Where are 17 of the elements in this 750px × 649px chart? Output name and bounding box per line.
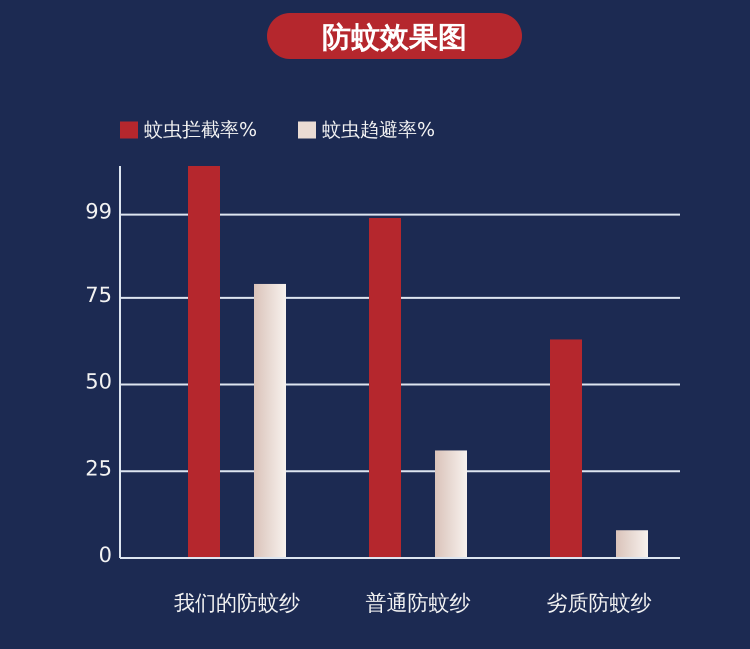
bar: [616, 530, 648, 558]
bar: [550, 339, 582, 558]
x-tick-label: 普通防蚊纱: [366, 591, 470, 615]
y-tick-label: 75: [85, 282, 112, 307]
bar: [254, 284, 286, 558]
y-tick-label: 50: [85, 370, 112, 394]
bar: [188, 166, 220, 558]
y-tick-label: 99: [85, 200, 112, 224]
y-tick-label: 0: [98, 543, 112, 567]
legend-label: 蚊虫趋避率%: [322, 119, 436, 141]
bar: [435, 450, 467, 558]
x-tick-label: 我们的防蚊纱: [174, 591, 300, 615]
bar: [369, 218, 401, 558]
x-tick-label: 劣质防蚊纱: [546, 591, 652, 615]
y-tick-label: 25: [85, 456, 112, 480]
legend-label: 蚊虫拦截率%: [144, 119, 258, 141]
chart-title: 防蚊效果图: [322, 20, 467, 54]
